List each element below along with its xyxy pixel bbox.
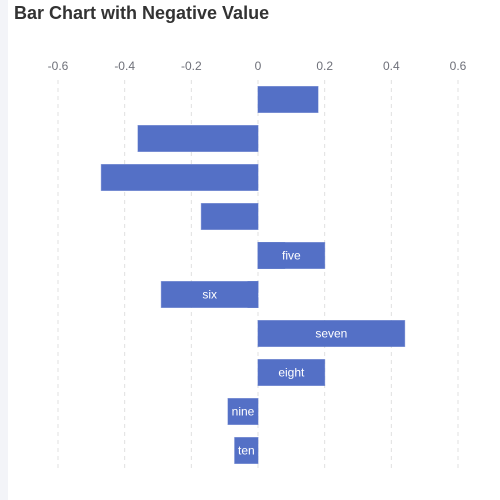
bar xyxy=(257,359,326,386)
bar-label: eight xyxy=(278,366,305,380)
x-tick-label: -0.2 xyxy=(181,59,202,73)
bar xyxy=(100,164,259,191)
bar xyxy=(137,125,259,152)
left-edge-strip xyxy=(0,0,8,500)
bar xyxy=(200,203,259,230)
x-tick-label: 0.4 xyxy=(383,59,400,73)
x-tick-label: -0.4 xyxy=(114,59,135,73)
bar-label: seven xyxy=(315,327,347,341)
bar-label: five xyxy=(282,249,301,263)
bar xyxy=(227,398,259,425)
bar xyxy=(257,320,406,347)
x-tick-label: 0.6 xyxy=(450,59,467,73)
bar xyxy=(160,281,259,308)
bar-label: six xyxy=(202,288,217,302)
bar-label: ten xyxy=(238,444,255,458)
bar xyxy=(257,86,319,113)
x-tick-label: 0.2 xyxy=(316,59,333,73)
chart-title: Bar Chart with Negative Value xyxy=(14,3,270,23)
bar xyxy=(257,242,326,269)
x-tick-label: -0.6 xyxy=(48,59,69,73)
bar xyxy=(234,437,259,464)
x-tick-label: 0 xyxy=(255,59,262,73)
bar-label: nine xyxy=(232,405,255,419)
